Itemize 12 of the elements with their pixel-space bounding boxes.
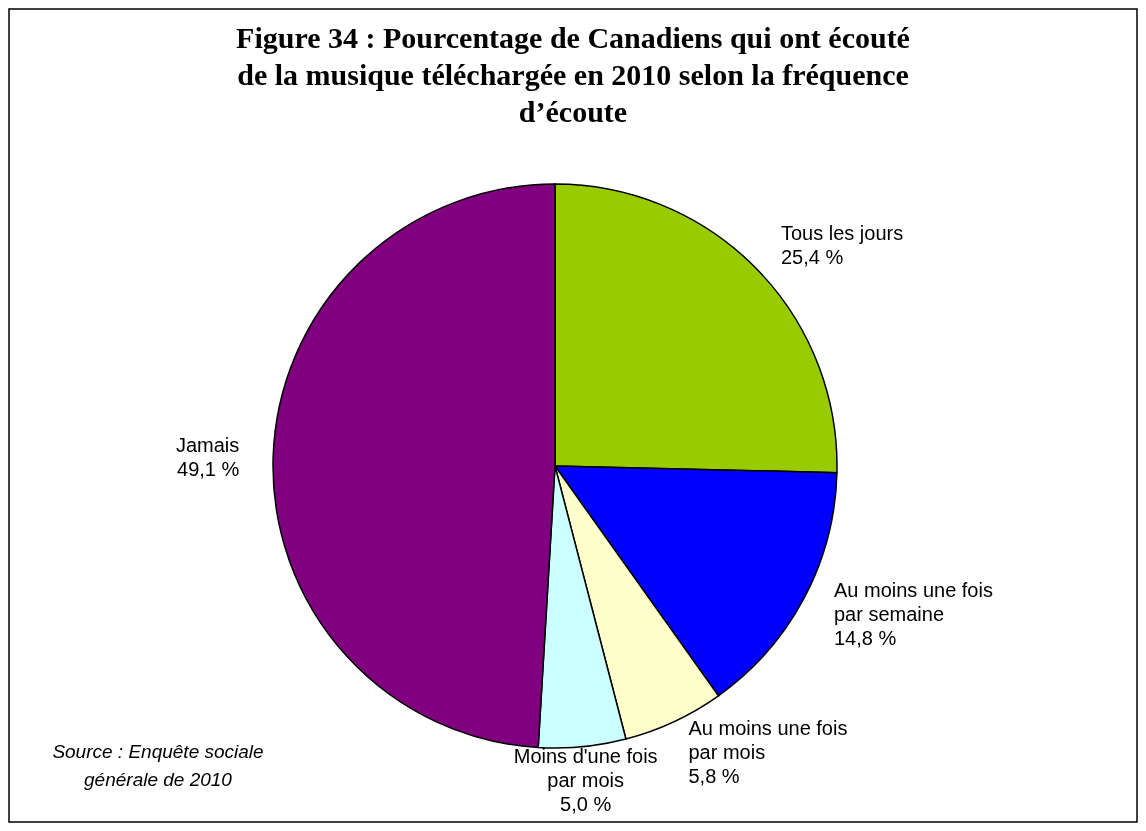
slice-label: Au moins une fois par mois [688, 717, 848, 764]
slice-label: Jamais [175, 433, 240, 456]
data-label: 25,4 % [780, 246, 844, 269]
slice-label: Tous les jours [780, 222, 904, 245]
chart-title: Figure 34 : Pourcentage de Canadiens qui ont écouté de la musique téléchargée en 2010 selon la fréquence d’écoute [236, 21, 910, 128]
data-label: 5,8 % [688, 765, 740, 788]
data-label: 49,1 % [177, 457, 240, 480]
source-note: Source : Enquête sociale générale de 2010 [52, 741, 264, 790]
data-label: 14,8 % [833, 627, 897, 650]
data-label: 5,0 % [560, 793, 612, 816]
slice-label: Moins d'une fois par mois [513, 745, 658, 792]
slice-label: Au moins une fois par semaine [833, 579, 993, 626]
